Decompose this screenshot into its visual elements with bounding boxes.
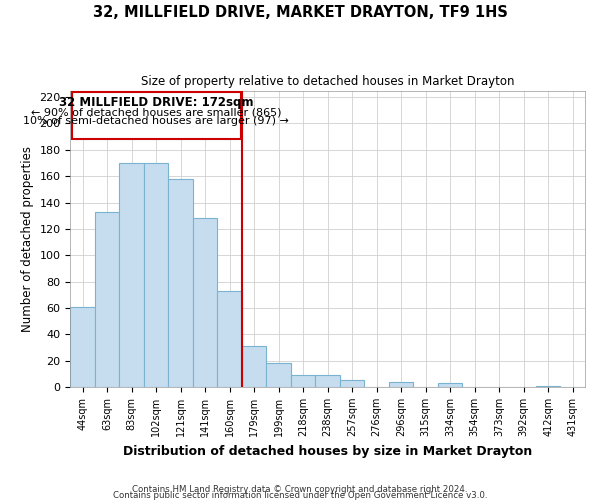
Text: Contains public sector information licensed under the Open Government Licence v3: Contains public sector information licen… (113, 490, 487, 500)
Bar (95, 212, 119, 387)
Bar (438, 383, 463, 387)
Bar (316, 375, 340, 387)
Title: Size of property relative to detached houses in Market Drayton: Size of property relative to detached ho… (141, 75, 514, 88)
Bar (70, 306, 95, 387)
Text: 10% of semi-detached houses are larger (97) →: 10% of semi-detached houses are larger (… (23, 116, 289, 126)
Text: 32, MILLFIELD DRIVE, MARKET DRAYTON, TF9 1HS: 32, MILLFIELD DRIVE, MARKET DRAYTON, TF9… (92, 5, 508, 20)
Bar (144, 163, 169, 387)
Y-axis label: Number of detached properties: Number of detached properties (21, 146, 34, 332)
Bar (389, 382, 413, 387)
Bar (193, 218, 217, 387)
Bar (119, 163, 144, 387)
Bar (217, 291, 242, 387)
Text: ← 90% of detached houses are smaller (865): ← 90% of detached houses are smaller (86… (31, 107, 281, 117)
Text: 32 MILLFIELD DRIVE: 172sqm: 32 MILLFIELD DRIVE: 172sqm (59, 96, 253, 110)
Bar (291, 375, 316, 387)
Bar (71, 92, 241, 140)
Bar (266, 363, 291, 387)
Text: Contains HM Land Registry data © Crown copyright and database right 2024.: Contains HM Land Registry data © Crown c… (132, 484, 468, 494)
Bar (340, 380, 364, 387)
Bar (169, 179, 193, 387)
Bar (242, 346, 266, 387)
X-axis label: Distribution of detached houses by size in Market Drayton: Distribution of detached houses by size … (123, 444, 532, 458)
Bar (536, 386, 560, 387)
